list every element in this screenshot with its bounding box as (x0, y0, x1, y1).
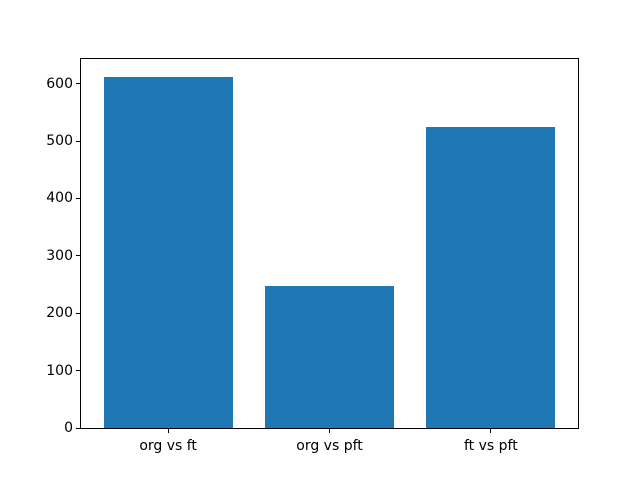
y-tick-label: 200 (46, 305, 73, 322)
x-tick-label: org vs ft (139, 438, 197, 454)
bar (426, 127, 556, 428)
y-tick-label: 0 (64, 420, 73, 436)
y-tick-label: 100 (46, 362, 73, 379)
bar (103, 76, 233, 428)
y-tick-mark (76, 140, 80, 142)
y-tick-mark (76, 370, 80, 372)
y-tick-mark (76, 255, 80, 257)
x-tick-label: org vs pft (296, 438, 363, 454)
y-tick-label: 600 (46, 75, 73, 92)
x-tick-label: ft vs pft (464, 438, 518, 454)
y-tick-mark (76, 427, 80, 429)
y-tick-label: 300 (46, 247, 73, 264)
x-tick-mark (329, 429, 330, 433)
plot-area: 0 100 200 300 400 500 600 org vs ft org vs pft ft… (46, 58, 579, 454)
y-tick-label: 400 (46, 190, 73, 207)
y-tick-mark (76, 83, 80, 85)
y-tick-label: 500 (46, 133, 73, 150)
x-tick-mark (490, 429, 492, 433)
y-tick-mark (76, 197, 80, 199)
x-tick-mark (167, 429, 169, 433)
bar (264, 285, 395, 428)
y-tick-mark (76, 312, 80, 314)
